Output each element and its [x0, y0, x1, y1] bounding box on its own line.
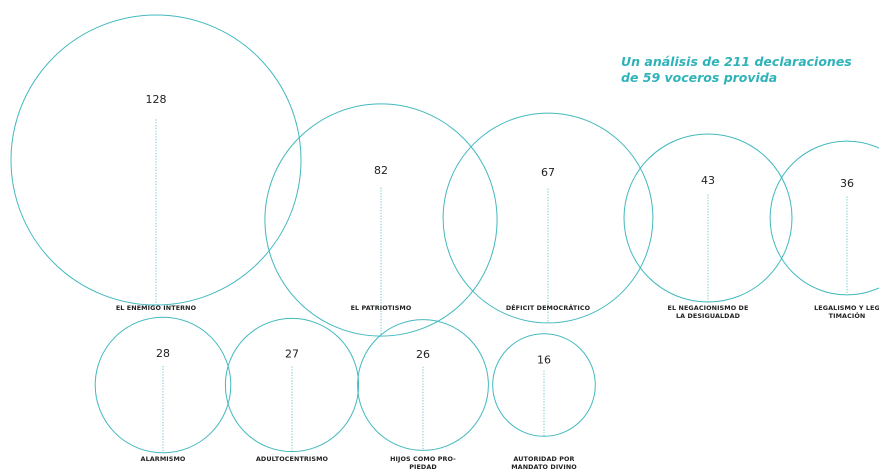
subtitle-line-2: de 59 voceros provida — [621, 70, 778, 85]
bubble-value-label: 26 — [416, 348, 430, 361]
subtitle-line-1: Un análisis de 211 declaraciones — [621, 54, 852, 69]
bubble-value-label: 36 — [840, 177, 854, 190]
bubble-category-label: AUTORIDAD POR — [513, 455, 574, 463]
bubble-circle — [10, 14, 302, 306]
bubble-group: 67 DÉFICIT DEMOCRÁTICO — [442, 112, 654, 324]
bubble-value-label: 43 — [701, 174, 715, 187]
bubble-circle — [94, 316, 232, 454]
bubble-value-label: 28 — [156, 347, 170, 360]
bubble-category-label: EL PATRIOTISMO — [351, 304, 412, 312]
bubble-category-label: TIMACIÓN — [829, 311, 866, 320]
bubble-category-label: EL NEGACIONISMO DE — [668, 304, 749, 312]
bubble-category-label: LEGALISMO Y LEG — [814, 304, 879, 312]
bubble-circle — [769, 140, 879, 296]
bubble-category-label: HIJOS COMO PRO- — [390, 455, 456, 463]
bubble-category-label: PIEDAD — [409, 463, 437, 471]
bubble-group: 27 ADULTOCENTRISMO — [224, 317, 360, 463]
bubble-value-label: 27 — [285, 348, 299, 361]
bubble-group: 26 HIJOS COMO PRO-PIEDAD — [357, 319, 489, 471]
chart-subtitle: Un análisis de 211 declaraciones de 59 v… — [621, 54, 871, 86]
bubble-circle — [442, 112, 654, 324]
bubble-circle — [492, 333, 596, 437]
bubble-category-label: LA DESIGUALDAD — [676, 312, 740, 320]
bubbles-layer: 128 EL ENEMIGO INTERNO 82 EL PATRIOTISMO 67 D… — [10, 14, 879, 471]
bubble-category-label: EL ENEMIGO INTERNO — [116, 304, 197, 312]
bubble-value-label: 67 — [541, 166, 555, 179]
bubble-category-label: MANDATO DIVINO — [511, 463, 577, 471]
bubble-category-label: ADULTOCENTRISMO — [256, 455, 329, 463]
bubble-group: 82 EL PATRIOTISMO — [264, 103, 498, 337]
bubble-value-label: 16 — [537, 354, 551, 367]
bubble-category-label: DÉFICIT DEMOCRÁTICO — [506, 303, 591, 312]
bubble-value-label: 128 — [146, 93, 167, 106]
bubble-group: 28 ALARMISMO — [94, 316, 232, 463]
bubble-category-label: ALARMISMO — [141, 455, 186, 463]
bubble-value-label: 82 — [374, 164, 388, 177]
bubble-circle — [357, 319, 489, 451]
bubble-group: 128 EL ENEMIGO INTERNO — [10, 14, 302, 312]
